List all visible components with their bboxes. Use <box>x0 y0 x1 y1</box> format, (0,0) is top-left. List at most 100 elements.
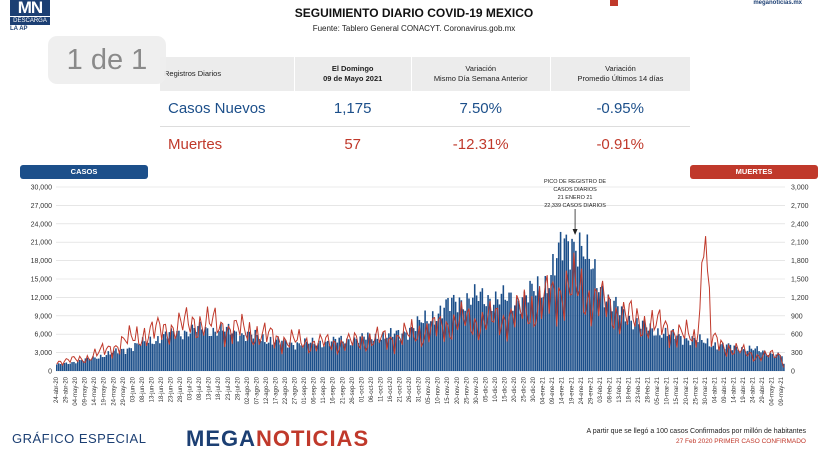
bar-casos <box>779 354 781 371</box>
bar-casos <box>191 324 194 371</box>
brand-mini[interactable]: meganoticias.mx <box>753 0 802 6</box>
x-tick: 02-ago-20 <box>245 376 251 404</box>
bar-casos <box>422 323 424 371</box>
footer-label: GRÁFICO ESPECIAL <box>12 431 147 446</box>
bar-casos <box>697 342 699 371</box>
x-tick: 10-dic-20 <box>493 376 499 402</box>
bar-casos <box>204 326 207 371</box>
x-tick: 20-dic-20 <box>512 376 518 402</box>
x-tick: 08-jun-20 <box>140 376 146 402</box>
bar-casos <box>237 341 239 371</box>
annotation-text: 21 ENERO 21 <box>558 195 593 201</box>
bar-casos <box>115 348 117 371</box>
bar-casos <box>139 345 142 371</box>
bar-casos <box>428 323 430 371</box>
bar-casos <box>380 339 382 371</box>
bar-casos <box>109 354 111 371</box>
bar-casos <box>576 266 579 371</box>
bar-casos <box>187 336 190 371</box>
bar-casos <box>460 300 463 371</box>
bar-casos <box>305 341 308 371</box>
bar-casos <box>386 337 388 371</box>
bar-casos <box>183 330 186 371</box>
logo[interactable]: MN DESCARGA LA AP <box>10 0 50 33</box>
y-tick-right: 2,700 <box>791 203 809 210</box>
bar-casos <box>107 351 110 371</box>
bar-casos <box>615 296 617 371</box>
bar-casos <box>493 304 495 371</box>
bar-casos <box>672 328 674 371</box>
bar-casos <box>241 333 243 371</box>
bar-casos <box>323 346 325 371</box>
x-tick: 26-oct-20 <box>407 376 413 402</box>
bar-casos <box>258 338 260 371</box>
x-tick: 18-jul-20 <box>216 376 222 400</box>
bar-casos <box>342 341 344 371</box>
x-tick: 03-jun-20 <box>130 376 136 402</box>
bar-casos <box>208 335 211 371</box>
x-tick: 24-abr-20 <box>54 376 60 403</box>
bar-casos <box>162 334 165 371</box>
x-tick: 24-abr-21 <box>751 376 757 403</box>
bar-casos <box>248 331 251 371</box>
bar-casos <box>657 328 659 371</box>
bar-casos <box>197 326 199 371</box>
bar-casos <box>96 358 98 371</box>
bar-casos <box>424 310 426 371</box>
bar-casos <box>321 347 323 371</box>
bar-casos <box>670 330 673 371</box>
bar-casos <box>430 321 432 371</box>
bar-casos <box>363 336 365 371</box>
bar-casos <box>269 336 272 371</box>
bar-casos <box>273 342 276 371</box>
bar-casos <box>555 258 558 371</box>
bar-casos <box>685 338 688 371</box>
bar-casos <box>433 324 436 371</box>
x-tick: 25-dic-20 <box>522 376 528 402</box>
bar-casos <box>222 330 224 371</box>
bar-casos <box>449 311 451 371</box>
bar-casos <box>735 346 737 371</box>
bar-casos <box>775 354 778 371</box>
bar-casos <box>645 327 648 371</box>
bar-casos <box>180 336 182 371</box>
x-tick: 19-may-20 <box>102 376 108 405</box>
bar-casos <box>571 238 573 371</box>
bar-casos <box>737 349 739 371</box>
bar-casos <box>178 330 180 371</box>
bar-casos <box>678 334 680 371</box>
bar-casos <box>113 350 115 371</box>
bar-casos <box>216 335 218 371</box>
bar-casos <box>307 343 310 371</box>
bar-casos <box>720 344 722 371</box>
y-tick-right: 1,500 <box>791 277 809 284</box>
x-tick: 28-feb-21 <box>646 376 652 402</box>
bar-casos <box>199 321 201 371</box>
bar-casos <box>544 275 547 371</box>
page-source: Fuente: Tablero General CONACYT. Coronav… <box>312 24 516 33</box>
bar-casos <box>353 337 356 371</box>
bar-casos <box>519 313 522 371</box>
bar-casos <box>57 363 60 371</box>
legend-casos: CASOS <box>20 165 148 179</box>
row-var-14d: -0.95% <box>550 91 690 127</box>
bar-casos <box>470 304 472 371</box>
bar-casos <box>578 232 581 371</box>
bar-casos <box>86 357 89 371</box>
bar-casos <box>767 354 770 371</box>
bar-casos <box>601 285 604 371</box>
bar-casos <box>61 364 64 371</box>
bar-casos <box>563 238 566 371</box>
y-tick-right: 0 <box>791 369 795 376</box>
bar-casos <box>309 342 312 371</box>
bar-casos <box>166 338 169 371</box>
bar-casos <box>653 335 655 371</box>
annotation-text: 22,339 CASOS DIARIOS <box>544 203 606 209</box>
bar-casos <box>632 329 634 371</box>
bar-casos <box>668 334 671 371</box>
bar-casos <box>704 343 707 371</box>
bar-casos <box>63 363 66 371</box>
bar-casos <box>491 310 493 371</box>
bar-casos <box>765 355 768 371</box>
footer-brand-a: MEGA <box>186 426 256 451</box>
